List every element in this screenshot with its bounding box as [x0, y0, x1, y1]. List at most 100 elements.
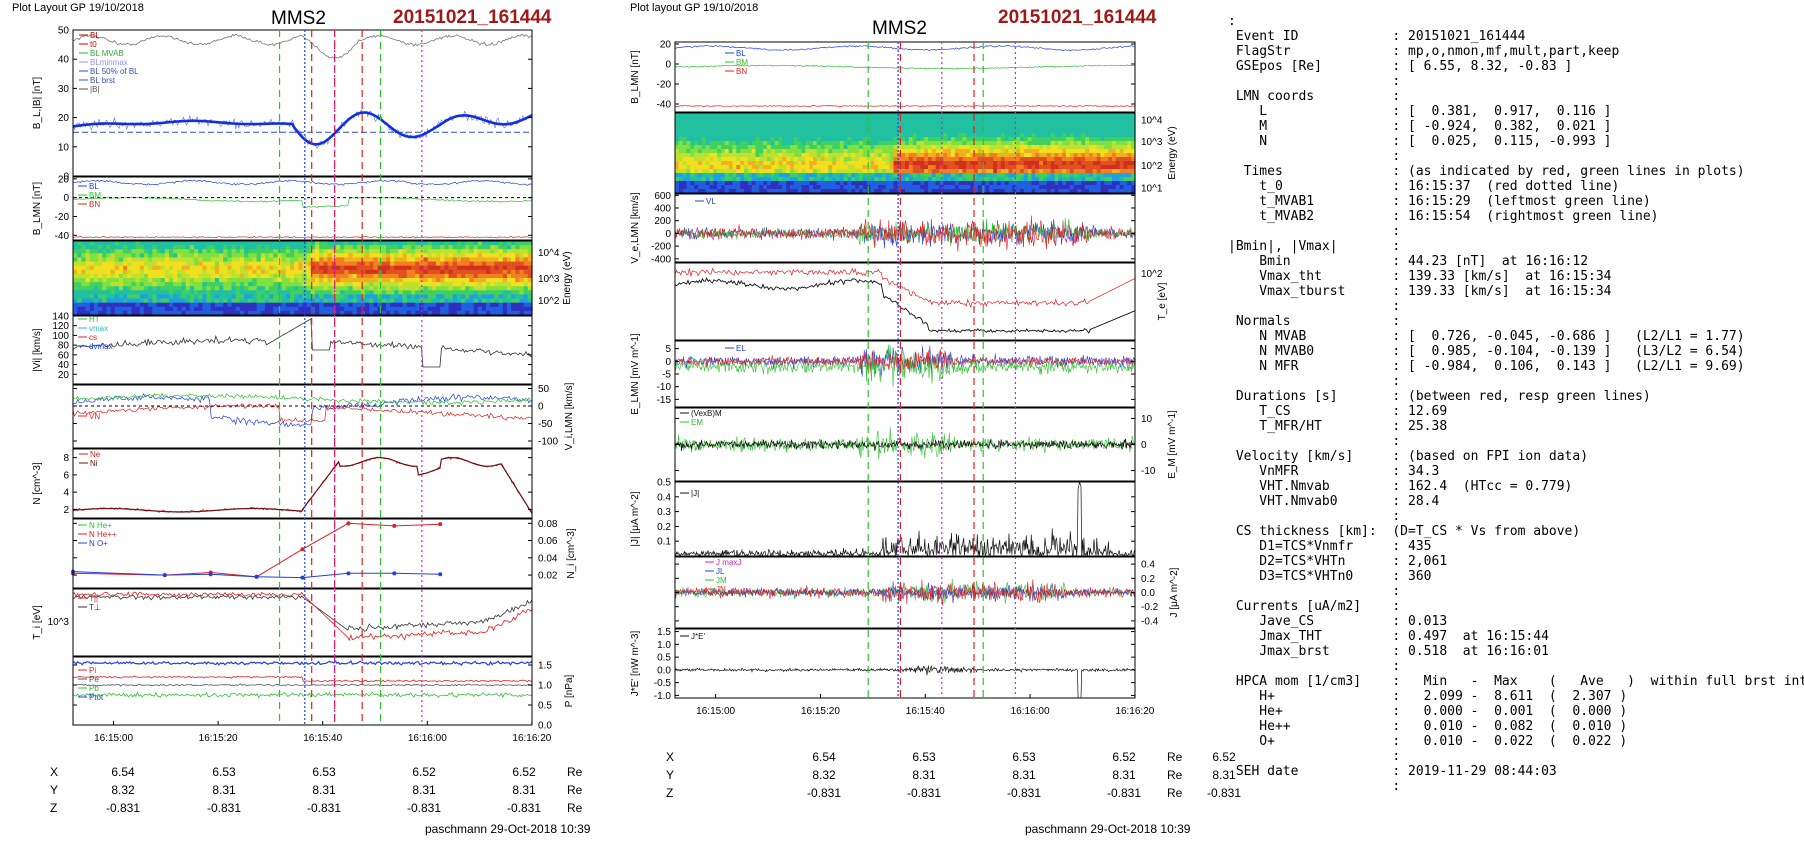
spectrogram-cell [797, 129, 803, 134]
spectrogram-cell [148, 278, 153, 283]
spectrogram-cell [962, 185, 967, 190]
y-tick-label: 10 [58, 142, 70, 153]
Ne-line [72, 456, 533, 514]
spectrogram-cell [490, 286, 496, 291]
spectrogram-cell [954, 173, 960, 178]
spectrogram-cell [1119, 161, 1125, 166]
spectrogram-cell [678, 177, 684, 182]
spectrogram-cell [1115, 181, 1121, 186]
spectrogram-cell [878, 153, 883, 158]
spectrogram-cell [256, 282, 262, 287]
spectrogram-cell [728, 149, 734, 154]
spectrogram-cell [252, 261, 258, 267]
spectrogram-cell [507, 294, 512, 300]
spectrogram-cell [824, 165, 829, 170]
spectrogram-cell [813, 121, 818, 126]
spectrogram-cell [1004, 129, 1010, 134]
spectrogram-cell [1119, 133, 1125, 138]
spectrogram-cell [797, 161, 803, 166]
spectrogram-cell [744, 125, 749, 130]
spectrogram-cell [223, 261, 228, 267]
spectrogram-cell [77, 294, 82, 300]
spectrogram-cell [747, 125, 753, 130]
spectrogram-cell [778, 137, 783, 142]
spectrogram-cell [836, 137, 841, 142]
spectrogram-cell [365, 278, 370, 283]
spectrogram-cell [294, 269, 299, 275]
spectrogram-cell [252, 282, 258, 287]
spectrogram-cell [481, 245, 487, 250]
spectrogram-cell [993, 137, 998, 142]
spectrogram-cell [1127, 189, 1132, 194]
info-line: |Bmin|, |Vmax| : [1228, 239, 1401, 254]
spectrogram-cell [315, 269, 320, 275]
spectrogram-cell [239, 257, 245, 263]
spectrogram-cell [690, 157, 695, 162]
spectrogram-cell [123, 265, 128, 271]
spectrogram-cell [1031, 157, 1036, 162]
spectrogram-cell [194, 241, 199, 246]
spectrogram-cell [809, 173, 814, 178]
spectrogram-cell [897, 129, 902, 134]
spectrogram-cell [219, 290, 224, 295]
y-tick-label: 0.5 [538, 701, 552, 712]
spectrogram-cell [862, 161, 868, 166]
spectrogram-cell [1027, 149, 1033, 154]
spectrogram-cell [348, 282, 354, 287]
spectrogram-cell [135, 269, 141, 275]
spectrogram-cell [774, 165, 780, 170]
spectrogram-cell [816, 113, 822, 118]
spectrogram-cell [461, 257, 466, 263]
spectrogram-cell [118, 310, 124, 316]
spectrogram-cell [394, 265, 400, 271]
spectrogram-cell [1104, 185, 1109, 190]
spectrogram-cell [943, 125, 948, 130]
spectrogram-cell [993, 133, 998, 138]
spectrogram-cell [824, 173, 829, 178]
spectrogram-cell [152, 278, 158, 283]
spectrogram-cell [843, 173, 849, 178]
spectrogram-cell [143, 282, 149, 287]
spectrogram-cell [214, 245, 220, 250]
position-row-label: X [50, 765, 59, 779]
spectrogram-cell [143, 290, 149, 295]
spectrogram-cell [302, 310, 308, 316]
spectrogram-cell [805, 161, 810, 166]
spectrogram-cell [728, 165, 734, 170]
spectrogram-cell [502, 306, 508, 312]
spectrogram-cell [498, 241, 504, 246]
spectrogram-cell [306, 298, 312, 304]
spectrogram-cell [386, 302, 391, 308]
spectrogram-cell [1008, 157, 1013, 162]
spectrogram-cell [920, 181, 925, 186]
spectrogram-cell [1085, 141, 1090, 146]
spectrogram-cell [939, 157, 944, 162]
spectrogram-cell [456, 278, 462, 283]
spectrogram-cell [947, 113, 952, 118]
spectrogram-cell [306, 249, 312, 254]
spectrogram-cell [786, 117, 791, 122]
spectrogram-cell [1043, 141, 1048, 146]
spectrogram-cell [386, 278, 391, 283]
spectrogram-cell [448, 253, 454, 258]
spectrogram-cell [1108, 129, 1113, 134]
spectrogram-cell [924, 125, 929, 130]
spectrogram-cell [705, 177, 711, 182]
spectrogram-cell [790, 117, 795, 122]
spectrogram-cell [1073, 141, 1079, 146]
spectrogram-cell [252, 249, 258, 254]
spectrogram-cell [327, 261, 333, 267]
spectrogram-cell [767, 169, 772, 174]
spectrogram-cell [1069, 169, 1075, 174]
spectrogram-cell [1100, 181, 1105, 186]
spectrogram-cell [93, 257, 99, 263]
spectrogram-cell [1039, 121, 1044, 126]
spectrogram-cell [206, 294, 212, 300]
spectrogram-cell [223, 294, 228, 300]
spectrogram-cell [878, 141, 883, 146]
spectrogram-cell [77, 298, 82, 304]
spectrogram-cell [344, 261, 349, 267]
spectrogram-cell [127, 245, 132, 250]
spectrogram-cell [256, 310, 262, 316]
spectrogram-cell [1104, 149, 1109, 154]
